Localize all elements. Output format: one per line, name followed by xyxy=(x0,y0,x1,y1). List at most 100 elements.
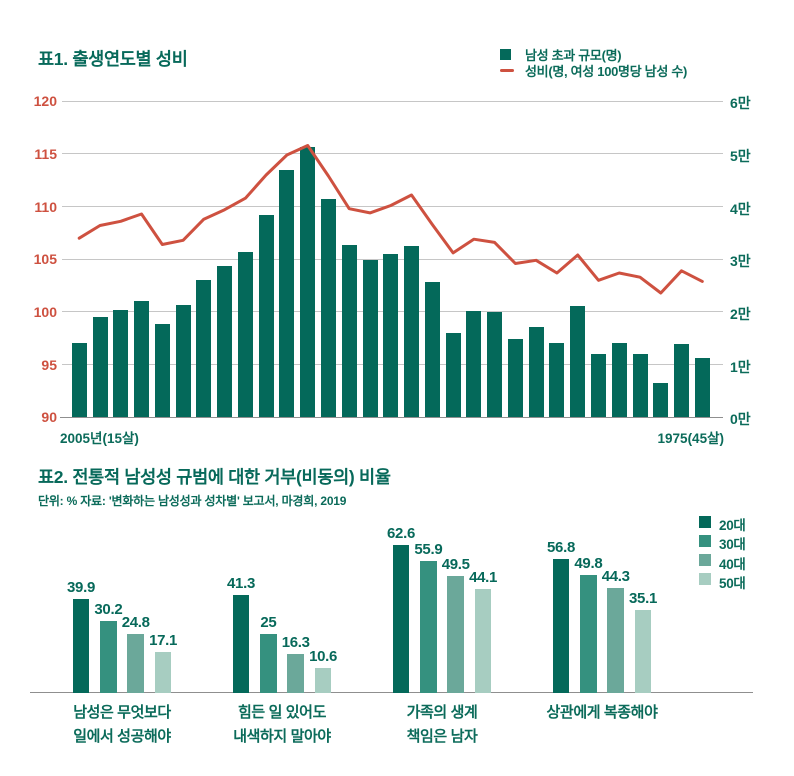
bar-value-label: 10.6 xyxy=(309,647,338,665)
rejection-bar-40대 xyxy=(287,654,304,693)
legend-label-50대: 50대 xyxy=(719,575,746,591)
rejection-bar-50대 xyxy=(634,609,652,693)
y-axis-label-right: 1만 xyxy=(730,358,751,375)
age-series-swatch-icon xyxy=(699,534,711,547)
y-axis-label-right: 4만 xyxy=(730,200,751,217)
bar-value-label: 55.9 xyxy=(414,540,443,558)
y-axis-label-right: 0만 xyxy=(730,411,751,428)
male-surplus-bar-2000 xyxy=(175,304,191,418)
male-surplus-bar-1984 xyxy=(507,339,523,418)
bar-value-label: 49.5 xyxy=(441,555,470,573)
male-surplus-bar-1986 xyxy=(466,310,482,418)
chart1-legend-item-line: 성비(명, 여성 100명당 남성 수) xyxy=(500,63,688,79)
y-axis-label-left: 120 xyxy=(33,93,57,110)
male-surplus-bar-1999 xyxy=(196,280,212,418)
y-axis-label-right: 2만 xyxy=(730,305,751,322)
y-axis-label-right: 5만 xyxy=(730,147,751,164)
y-axis-label-left: 90 xyxy=(41,409,57,426)
age-series-swatch-icon xyxy=(699,515,711,528)
chart2-subtitle: 단위: % 자료: '변화하는 남성성과 성차별' 보고서, 마경희, 2019 xyxy=(38,494,347,508)
age-series-swatch-icon xyxy=(699,554,711,567)
male-surplus-bar-2002 xyxy=(134,301,149,418)
y-axis-label-right: 3만 xyxy=(730,253,751,270)
rejection-bar-30대 xyxy=(260,633,277,693)
bar-series-swatch-icon xyxy=(500,49,511,60)
male-surplus-bar-1988 xyxy=(424,282,440,418)
male-surplus-bar-2005 xyxy=(71,342,87,418)
male-surplus-bar-1990 xyxy=(383,254,399,418)
rejection-bar-30대 xyxy=(420,560,437,693)
category-label: 내색하지 말아야 xyxy=(233,728,331,745)
rejection-bar-40대 xyxy=(607,588,624,693)
male-surplus-bar-2001 xyxy=(154,323,170,418)
legend-label-40대: 40대 xyxy=(719,556,746,572)
legend-label: 성비(명, 여성 100명당 남성 수) xyxy=(525,64,688,79)
y-axis-label-right: 6만 xyxy=(730,95,751,112)
bar-value-label: 35.1 xyxy=(629,589,657,607)
rejection-bar-30대 xyxy=(580,575,597,693)
bar-value-label: 62.6 xyxy=(387,524,415,542)
y-axis-label-left: 110 xyxy=(34,198,57,215)
y-axis-label-left: 95 xyxy=(41,356,57,373)
category-label: 가족의 생계 xyxy=(406,704,478,721)
x-axis-label-right: 1975(45살) xyxy=(657,431,724,446)
rejection-bar-20대 xyxy=(232,595,250,693)
category-label: 책임은 남자 xyxy=(406,728,478,745)
chart1-legend: 남성 초과 규모(명) 성비(명, 여성 100명당 남성 수) xyxy=(500,47,688,79)
male-surplus-bar-1980 xyxy=(591,354,606,418)
category-label: 남성은 무엇보다 xyxy=(73,704,171,721)
line-series-swatch-icon xyxy=(500,68,514,73)
y-axis-label-left: 105 xyxy=(33,251,57,268)
bar-value-label: 24.8 xyxy=(121,614,150,632)
category-label: 일에서 성공해야 xyxy=(73,728,171,745)
bar-value-label: 39.9 xyxy=(67,578,95,596)
male-surplus-bar-1998 xyxy=(217,265,233,418)
rejection-bar-40대 xyxy=(127,634,144,693)
male-surplus-bar-1978 xyxy=(632,354,648,418)
category-label: 힘든 일 있어도 xyxy=(238,704,326,721)
age-series-swatch-icon xyxy=(699,573,711,586)
rejection-bar-50대 xyxy=(154,652,172,693)
rejection-bar-50대 xyxy=(314,667,332,693)
male-surplus-bar-1983 xyxy=(528,326,544,418)
male-surplus-bar-1976 xyxy=(674,343,689,418)
x-axis-line xyxy=(60,416,723,419)
male-surplus-bar-1981 xyxy=(570,305,586,418)
y-axis-label-left: 100 xyxy=(33,303,57,320)
male-surplus-bar-1979 xyxy=(611,342,627,418)
bar-value-label: 44.3 xyxy=(601,568,630,586)
bar-value-label: 49.8 xyxy=(574,555,603,573)
male-surplus-bar-1987 xyxy=(445,333,461,418)
bar-value-label: 56.8 xyxy=(547,538,575,556)
bar-value-label: 16.3 xyxy=(281,634,310,652)
gridline xyxy=(62,100,723,102)
bar-value-label: 41.3 xyxy=(227,575,255,593)
chart1-title: 표1. 출생연도별 성비 xyxy=(38,49,188,69)
male-surplus-bar-1991 xyxy=(362,260,378,418)
x-axis-line xyxy=(30,692,753,694)
bar-value-label: 30.2 xyxy=(94,601,123,619)
bar-value-label: 44.1 xyxy=(469,568,498,586)
male-surplus-bar-1985 xyxy=(487,311,503,418)
male-surplus-bar-1977 xyxy=(653,382,669,418)
male-surplus-bar-2004 xyxy=(92,317,108,418)
rejection-bar-20대 xyxy=(552,558,570,693)
legend-label-20대: 20대 xyxy=(719,518,746,533)
bar-value-label: 25 xyxy=(260,613,277,631)
legend-label: 남성 초과 규모(명) xyxy=(525,48,622,63)
rejection-bar-20대 xyxy=(392,544,410,693)
y-axis-label-left: 115 xyxy=(34,145,57,162)
legend-label-30대: 30대 xyxy=(719,537,746,553)
x-axis-label-left: 2005년(15살) xyxy=(60,431,139,446)
rejection-bar-30대 xyxy=(100,621,117,693)
male-surplus-bar-2003 xyxy=(113,309,129,418)
chart2-title: 표2. 전통적 남성성 규범에 대한 거부(비동의) 비율 xyxy=(38,467,391,487)
chart1-legend-item-bars: 남성 초과 규모(명) xyxy=(500,47,687,63)
male-surplus-bar-1975 xyxy=(694,358,710,418)
male-surplus-bar-1982 xyxy=(549,342,565,418)
rejection-bar-50대 xyxy=(474,588,492,693)
rejection-bar-20대 xyxy=(72,598,90,693)
bar-value-label: 17.1 xyxy=(149,632,178,650)
